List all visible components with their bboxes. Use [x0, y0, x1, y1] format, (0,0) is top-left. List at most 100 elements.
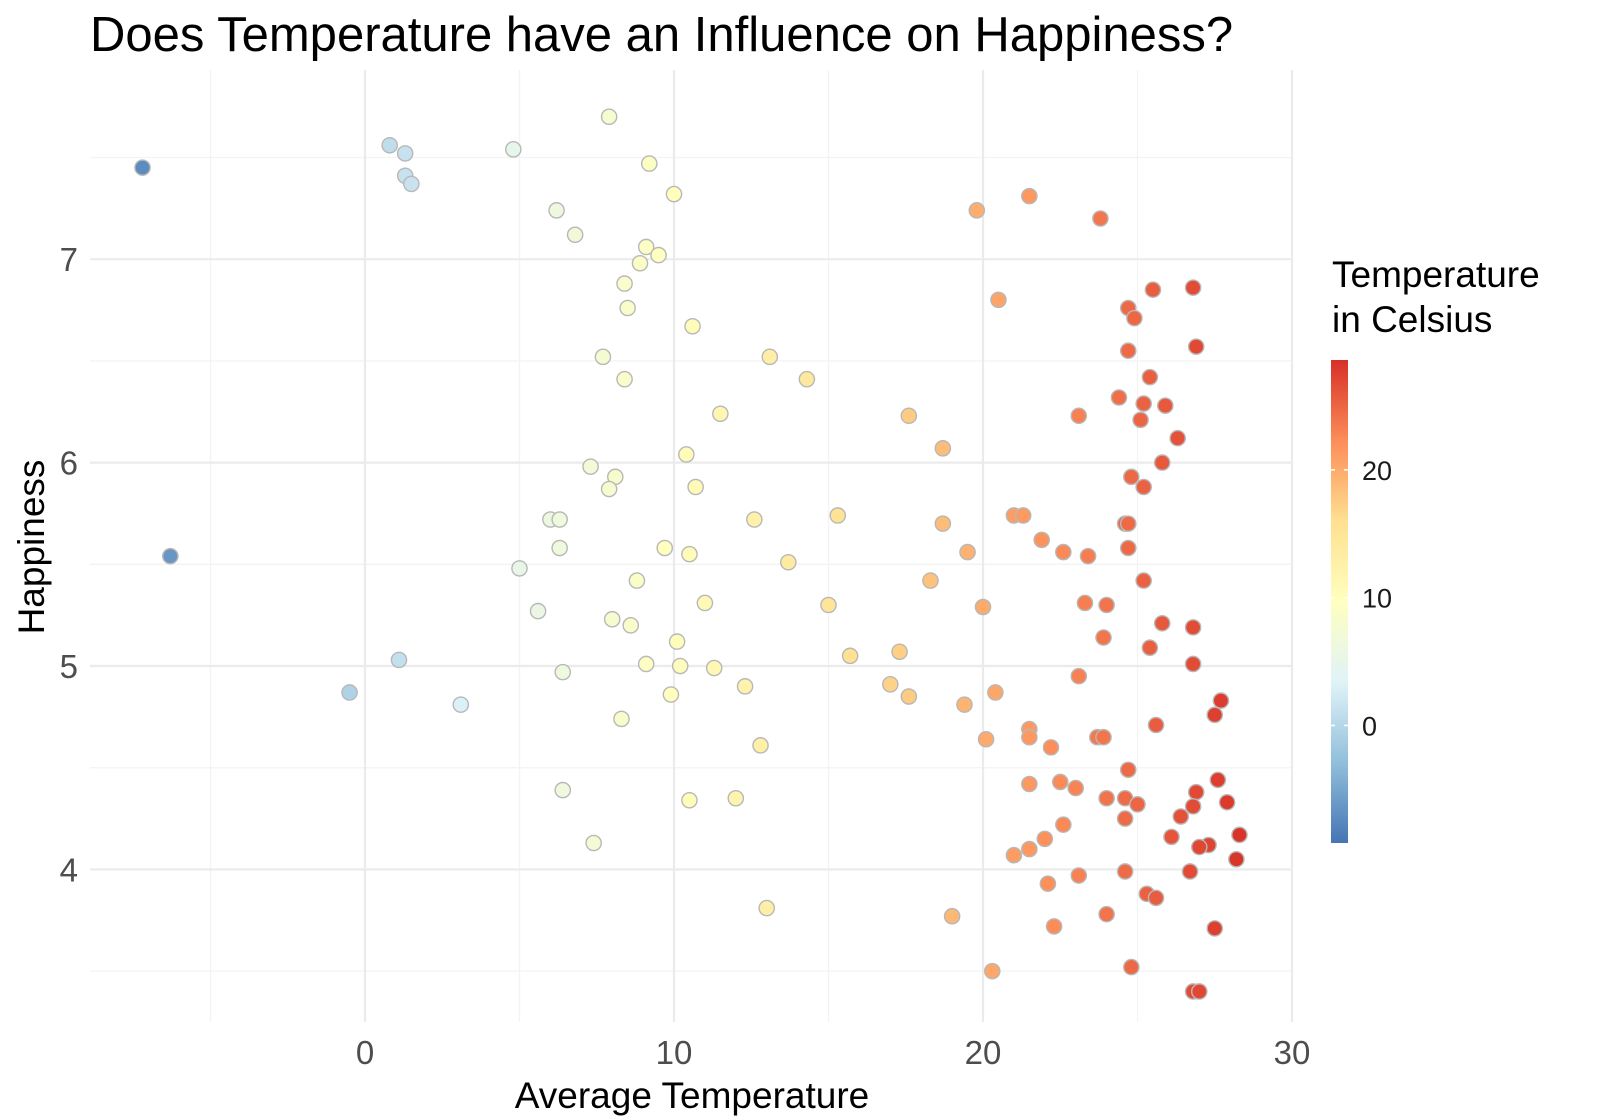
- data-point: [678, 446, 695, 463]
- colorbar: [1331, 360, 1348, 843]
- data-point: [1070, 867, 1088, 884]
- data-point: [1098, 789, 1115, 807]
- data-point: [977, 730, 995, 748]
- data-point: [1147, 716, 1165, 734]
- data-point: [640, 155, 658, 172]
- data-point: [1153, 614, 1171, 632]
- data-point: [1228, 850, 1245, 868]
- data-point: [684, 318, 701, 335]
- data-point: [594, 348, 612, 366]
- data-point: [656, 539, 674, 557]
- data-point: [134, 159, 151, 176]
- data-point: [1135, 572, 1152, 589]
- major-gridlines: [90, 70, 1294, 1022]
- data-point: [529, 602, 547, 620]
- data-point: [671, 657, 689, 675]
- data-point: [637, 238, 655, 256]
- data-point: [505, 141, 522, 158]
- colorbar-tick-label: 0: [1362, 711, 1377, 741]
- x-axis-title: Average Temperature: [515, 1075, 869, 1116]
- data-point: [1231, 826, 1248, 844]
- data-point: [1119, 342, 1137, 360]
- data-point: [1092, 210, 1109, 227]
- data-point: [637, 655, 655, 673]
- data-point: [628, 572, 646, 589]
- data-point: [1116, 810, 1134, 827]
- data-point: [1070, 667, 1088, 685]
- data-point: [1206, 706, 1224, 724]
- data-point: [968, 202, 986, 219]
- data-point: [746, 511, 763, 528]
- data-point: [582, 458, 599, 475]
- data-point: [727, 789, 745, 807]
- data-point: [554, 781, 572, 799]
- data-point: [668, 633, 686, 650]
- data-point: [891, 643, 908, 661]
- data-point: [1123, 468, 1140, 486]
- data-point: [956, 696, 973, 713]
- data-point: [1055, 816, 1072, 833]
- data-point: [974, 598, 992, 616]
- data-point: [1184, 798, 1202, 815]
- data-point: [1021, 840, 1038, 858]
- data-point: [758, 899, 776, 917]
- data-point: [1021, 775, 1038, 793]
- data-point: [551, 539, 568, 557]
- data-point: [712, 405, 729, 423]
- x-tick-label: 10: [656, 1034, 693, 1071]
- colorbar-tick-label: 20: [1362, 456, 1392, 486]
- data-point: [1172, 808, 1190, 825]
- data-point: [619, 299, 636, 317]
- data-points: [134, 108, 1248, 1000]
- data-point: [452, 696, 470, 713]
- data-point: [1153, 454, 1171, 471]
- data-point: [1206, 920, 1224, 937]
- y-axis-title: Happiness: [11, 460, 52, 635]
- data-point: [780, 553, 797, 571]
- data-point: [650, 246, 667, 264]
- data-point: [1184, 619, 1202, 636]
- data-point: [341, 684, 358, 701]
- data-point: [1191, 838, 1208, 856]
- data-point: [1033, 531, 1051, 549]
- data-point: [403, 175, 420, 193]
- data-point: [1212, 692, 1230, 709]
- y-tick-label: 7: [60, 241, 78, 278]
- minor-gridlines: [90, 70, 1292, 1022]
- data-point: [1116, 863, 1134, 880]
- data-point: [798, 370, 816, 388]
- data-point: [900, 688, 918, 705]
- data-point: [1036, 830, 1054, 848]
- data-point: [1209, 771, 1227, 789]
- data-point: [983, 962, 1001, 980]
- data-point: [761, 348, 779, 366]
- data-point: [1141, 368, 1159, 386]
- data-point: [1169, 429, 1186, 447]
- data-point: [566, 226, 584, 244]
- data-point: [1021, 187, 1038, 205]
- legend-title-line-1: Temperature: [1332, 254, 1540, 295]
- data-point: [1021, 728, 1038, 746]
- data-point: [613, 710, 630, 728]
- data-point: [1098, 905, 1115, 923]
- data-point: [1098, 596, 1115, 614]
- data-point: [1181, 863, 1199, 880]
- data-point: [1126, 309, 1143, 327]
- data-point: [1070, 407, 1088, 425]
- data-point: [548, 202, 565, 219]
- y-tick-label: 6: [60, 445, 78, 482]
- data-point: [162, 547, 179, 565]
- data-point: [1119, 515, 1137, 532]
- data-point: [1132, 411, 1149, 429]
- data-point: [1110, 389, 1128, 406]
- x-tick-label: 20: [965, 1034, 1002, 1071]
- data-point: [1042, 739, 1060, 756]
- data-point: [1191, 983, 1208, 1000]
- data-point: [1147, 889, 1165, 907]
- data-point: [1005, 846, 1023, 864]
- data-point: [752, 737, 769, 754]
- data-point: [390, 651, 408, 669]
- y-axis-ticks: 4 5 6 7: [60, 241, 78, 888]
- data-point: [820, 596, 837, 614]
- data-point: [829, 507, 847, 524]
